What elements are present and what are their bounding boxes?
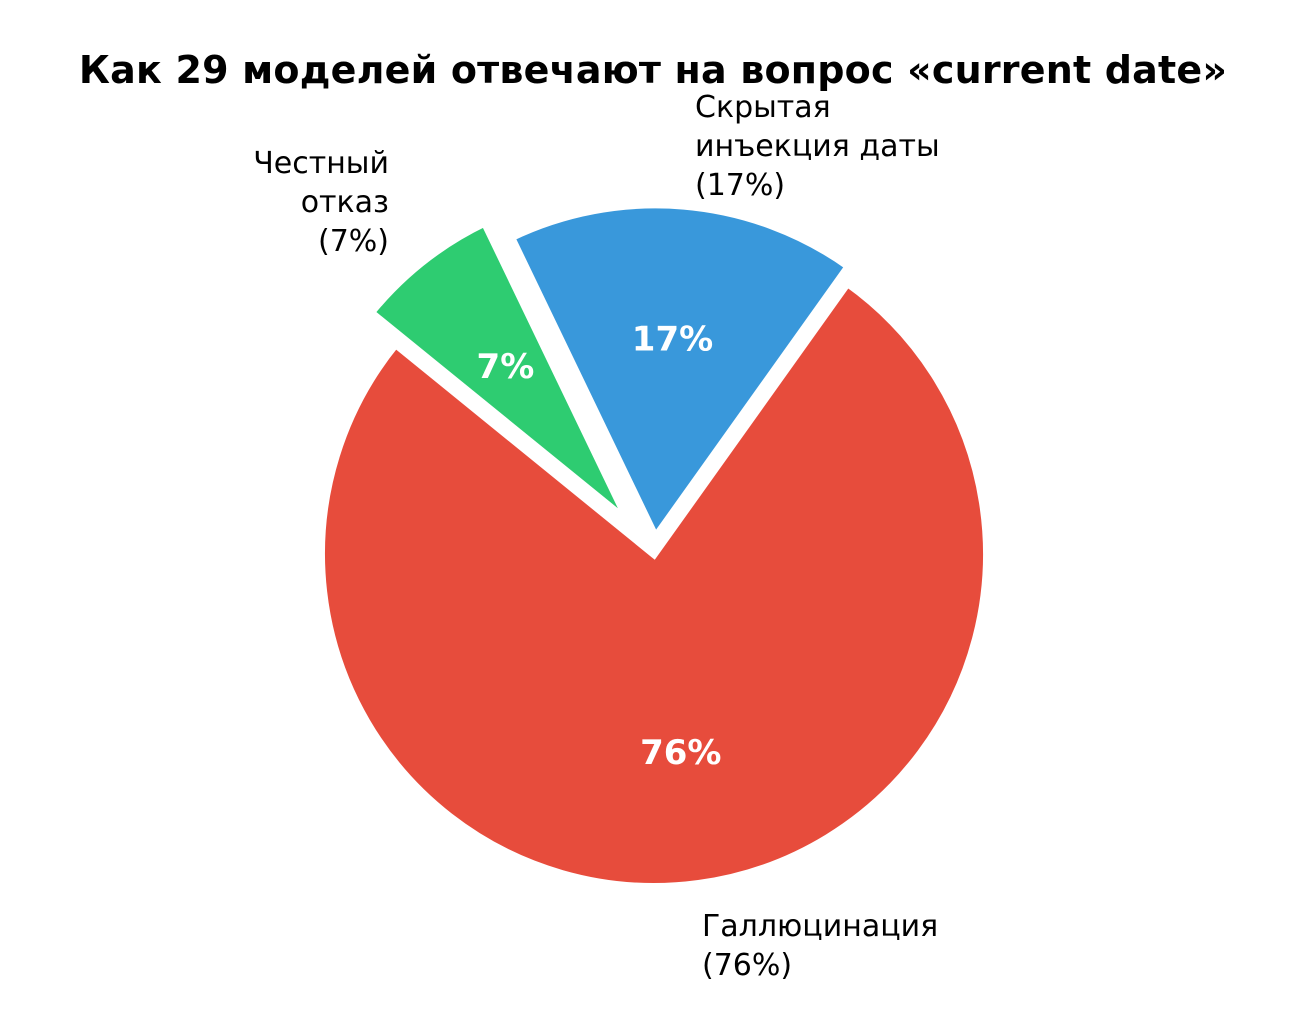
pie-slice-refusal xyxy=(365,217,633,526)
label-refusal: Честный отказ (7%) xyxy=(253,146,389,259)
chart-title: Как 29 моделей отвечают на вопрос «curre… xyxy=(78,48,1228,92)
pie-inner-label-hallucination: 76% xyxy=(640,733,721,773)
label-hallucination: Галлюцинация (76%) xyxy=(702,909,939,983)
pie-inner-label-refusal: 7% xyxy=(477,347,535,387)
pie-slice-injection xyxy=(505,200,855,546)
pie-inner-label-injection: 17% xyxy=(632,319,713,359)
label-injection: Скрытая инъекция даты (17%) xyxy=(695,90,940,203)
pie-slice-hallucination xyxy=(317,277,991,891)
